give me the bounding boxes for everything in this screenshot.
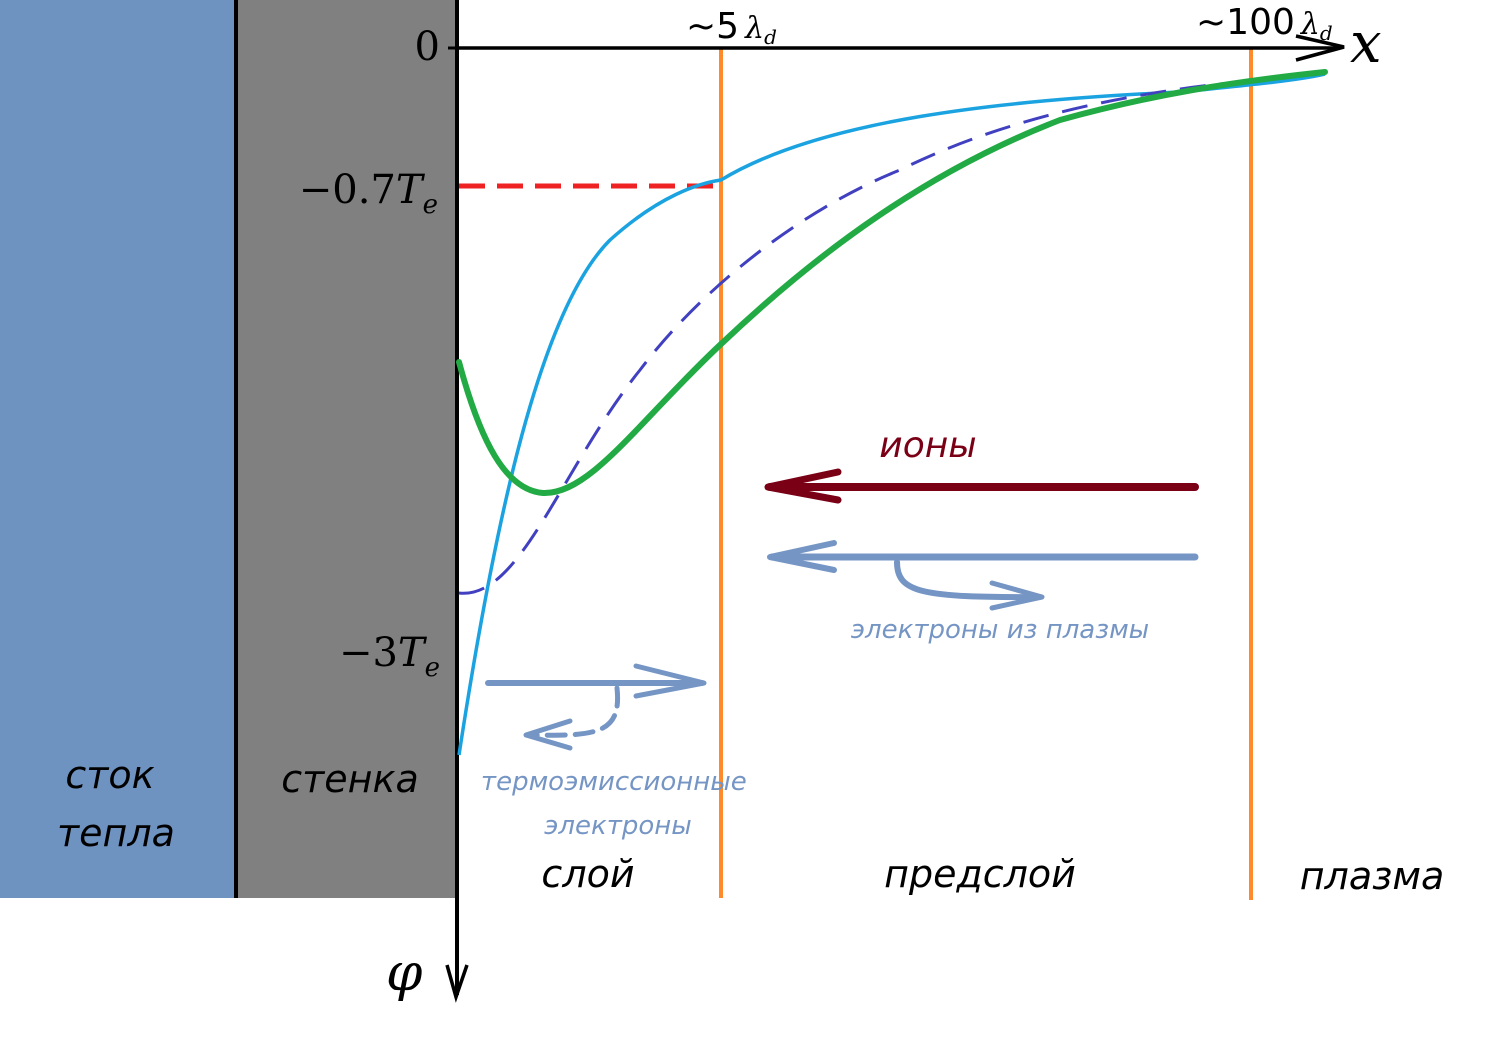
phi-axis-arrowhead bbox=[445, 964, 469, 1003]
thermo-electrons-label: термоэмиссионные электроны bbox=[481, 767, 755, 841]
plasma-electrons-arrowhead bbox=[767, 540, 837, 573]
thermo-electrons-arrowhead bbox=[633, 663, 707, 699]
returning-thermo-electrons-arrow bbox=[527, 685, 621, 738]
reflected-electrons-arrowhead bbox=[989, 580, 1045, 611]
ions-label: ионы bbox=[879, 425, 976, 466]
marker-5-lambda: ~5 λd bbox=[686, 6, 777, 49]
x-axis-label: x bbox=[1350, 11, 1382, 76]
x-axis-arrowhead bbox=[1295, 34, 1345, 62]
marker-100-lambda: ~100 λd bbox=[1196, 2, 1333, 45]
curve-light-blue bbox=[457, 72, 1326, 756]
curve-dashed-blue bbox=[458, 71, 1321, 595]
plasma-electrons-label: электроны из плазмы bbox=[851, 615, 1149, 645]
heat-sink-label: сток тепла bbox=[57, 753, 175, 855]
plasma-label: плазма bbox=[1300, 854, 1445, 898]
returning-thermo-electrons-arrowhead bbox=[523, 718, 573, 751]
presheath-label: предслой bbox=[884, 852, 1076, 896]
wall-region bbox=[236, 0, 457, 898]
wall-label: стенка bbox=[281, 757, 419, 801]
reflected-electrons-arrow bbox=[894, 559, 1043, 601]
zero-label: 0 bbox=[415, 24, 440, 70]
level-3-label: −3Te bbox=[339, 630, 440, 683]
heat-sink-region bbox=[0, 0, 236, 898]
ions-arrowhead bbox=[764, 468, 842, 504]
level-07-label: −0.7Te bbox=[299, 167, 438, 220]
curve-green bbox=[456, 69, 1328, 497]
sheath-label: слой bbox=[541, 852, 634, 896]
phi-axis-label: φ bbox=[386, 943, 423, 1003]
